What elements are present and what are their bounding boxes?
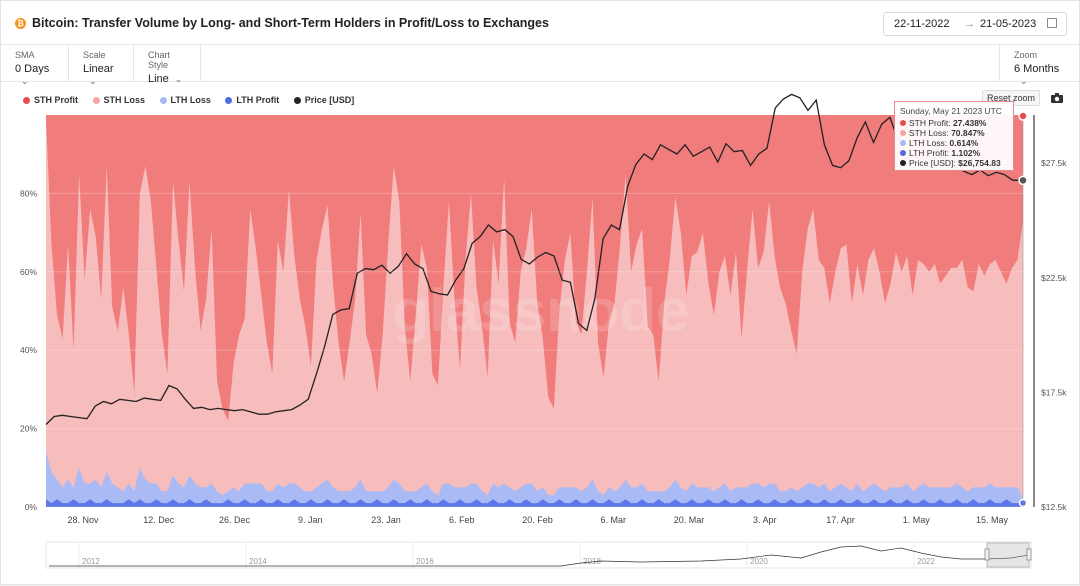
tooltip-row-sth-loss: STH Loss: 70.847%	[900, 128, 1008, 138]
legend-item-lth-profit[interactable]: LTH Profit	[225, 95, 279, 105]
legend-label: STH Profit	[34, 95, 78, 105]
x-tick: 3. Apr	[753, 515, 777, 525]
navigator-year: 2014	[249, 557, 267, 566]
area-lth-loss	[46, 452, 1023, 507]
legend-label: LTH Loss	[170, 95, 211, 105]
navigator-window	[986, 542, 1030, 568]
chart-tooltip: Sunday, May 21 2023 UTC STH Profit: 27.4…	[894, 101, 1014, 171]
navigator-year: 2022	[917, 557, 935, 566]
legend-label: Price [USD]	[304, 95, 355, 105]
hover-marker-lth-profit	[1018, 498, 1028, 508]
calendar-icon[interactable]	[1047, 18, 1057, 28]
x-tick: 17. Apr	[826, 515, 855, 525]
x-tick: 26. Dec	[219, 515, 251, 525]
navigator-year: 2020	[750, 557, 768, 566]
scale-value: Linear	[83, 63, 114, 75]
navigator-handle-right	[1026, 548, 1032, 561]
x-tick: 1. May	[903, 515, 931, 525]
chart-legend: STH Profit STH Loss LTH Loss LTH Profit …	[23, 95, 366, 105]
tooltip-row-lth-profit: LTH Profit: 1.102%	[900, 148, 1008, 158]
y-right-tick: $22.5k	[1041, 273, 1067, 283]
navigator-year: 2012	[82, 557, 100, 566]
tooltip-row-lth-loss: LTH Loss: 0.614%	[900, 138, 1008, 148]
zoom-select[interactable]: Zoom 6 Months⌄	[999, 45, 1079, 86]
sma-value: 0 Days	[15, 63, 50, 75]
chevron-down-icon: ⌄	[1020, 76, 1028, 86]
y-left-tick: 60%	[20, 267, 37, 277]
legend-label: STH Loss	[103, 95, 146, 105]
x-tick: 23. Jan	[371, 515, 401, 525]
navigator-handle-left	[984, 548, 990, 561]
y-left-tick: 20%	[20, 424, 37, 434]
zoom-value: 6 Months	[1014, 63, 1060, 75]
x-tick: 28. Nov	[67, 515, 99, 525]
zoom-label: Zoom	[1014, 50, 1038, 60]
date-to[interactable]: 21-05-2023	[980, 18, 1037, 30]
watermark: glassnode	[393, 277, 690, 344]
chevron-down-icon: ⌄	[174, 74, 183, 84]
y-right-tick: $27.5k	[1041, 158, 1067, 168]
arrow-right-icon: →	[964, 18, 975, 30]
legend-dot	[23, 96, 30, 104]
navigator-year: 2018	[583, 557, 601, 566]
bitcoin-icon: ₿	[15, 18, 26, 29]
tooltip-row-sth-profit: STH Profit: 27.438%	[900, 118, 1008, 128]
navigator-year: 2016	[416, 557, 434, 566]
legend-item-price[interactable]: Price [USD]	[293, 95, 355, 105]
hover-marker-price	[1018, 175, 1028, 186]
chart-style-select[interactable]: Chart Style Line ⌄	[134, 45, 201, 85]
x-tick: 6. Mar	[600, 515, 626, 525]
x-tick: 12. Dec	[143, 515, 175, 525]
x-tick: 15. May	[976, 515, 1009, 525]
y-left-tick: 40%	[20, 345, 37, 355]
x-tick: 9. Jan	[298, 515, 323, 525]
date-range-picker[interactable]: 22-11-2022 → 21-05-2023	[883, 12, 1067, 36]
legend-item-lth-loss[interactable]: LTH Loss	[159, 95, 211, 105]
legend-dot	[159, 96, 167, 104]
area-lth-profit	[46, 499, 1023, 507]
x-tick: 20. Mar	[674, 515, 705, 525]
y-right-tick: $12.5k	[1041, 502, 1067, 512]
chart-style-label: Chart Style	[148, 50, 171, 70]
chart-style-value: Line	[148, 73, 169, 85]
legend-dot	[92, 96, 100, 104]
scale-select[interactable]: Scale Linear⌄	[69, 45, 134, 86]
hover-marker-sth-profit	[1018, 111, 1028, 121]
legend-item-sth-loss[interactable]: STH Loss	[92, 95, 146, 105]
navigator-line	[49, 545, 1030, 567]
sma-label: SMA	[15, 50, 35, 60]
chart-header: ₿ Bitcoin: Transfer Volume by Long- and …	[1, 1, 1079, 45]
legend-dot	[225, 96, 233, 104]
navigator	[45, 541, 1032, 569]
y-left-tick: 80%	[20, 188, 37, 198]
sma-select[interactable]: SMA 0 Days⌄	[1, 45, 69, 86]
chevron-down-icon: ⌄	[89, 76, 97, 86]
chart-title: Bitcoin: Transfer Volume by Long- and Sh…	[32, 16, 549, 30]
tooltip-date: Sunday, May 21 2023 UTC	[900, 106, 1002, 116]
y-left-tick: 0%	[25, 502, 38, 512]
legend-dot	[293, 96, 301, 104]
legend-item-sth-profit[interactable]: STH Profit	[23, 95, 78, 105]
price-line	[45, 93, 1021, 425]
chevron-down-icon: ⌄	[21, 76, 29, 86]
scale-label: Scale	[83, 50, 106, 60]
date-from[interactable]: 22-11-2022	[894, 18, 950, 30]
legend-label: LTH Profit	[236, 95, 280, 105]
controls-bar: SMA 0 Days⌄ Scale Linear⌄ Chart Style Li…	[1, 45, 1079, 86]
camera-icon[interactable]	[1051, 93, 1063, 103]
y-right-tick: $17.5k	[1041, 387, 1067, 397]
tooltip-row-price: Price [USD]: $26,754.83	[900, 158, 1008, 168]
x-tick: 6. Feb	[449, 515, 475, 525]
x-tick: 20. Feb	[522, 515, 553, 525]
